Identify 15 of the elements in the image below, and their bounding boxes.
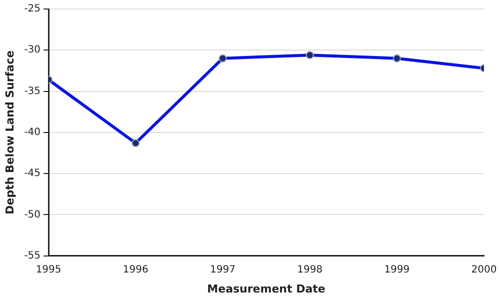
x-tick-label: 1997 bbox=[210, 264, 236, 276]
y-tick-label: -45 bbox=[24, 168, 41, 180]
x-tick-label: 2000 bbox=[471, 264, 497, 276]
y-tick-label: -30 bbox=[24, 44, 41, 56]
y-tick-label: -35 bbox=[24, 86, 41, 97]
x-tick-label: 1996 bbox=[122, 264, 148, 276]
x-tick-label: 1995 bbox=[36, 264, 62, 276]
y-axis-title: Depth Below Land Surface bbox=[3, 50, 16, 214]
y-tick-label: -55 bbox=[24, 250, 41, 262]
x-tick-label: 1999 bbox=[384, 264, 410, 276]
x-axis-title: Measurement Date bbox=[207, 282, 326, 296]
x-tick-label: 1998 bbox=[297, 264, 323, 276]
y-tick-label: -40 bbox=[24, 126, 41, 138]
y-tick-label: -50 bbox=[24, 209, 41, 220]
y-tick-label: -25 bbox=[24, 4, 41, 15]
